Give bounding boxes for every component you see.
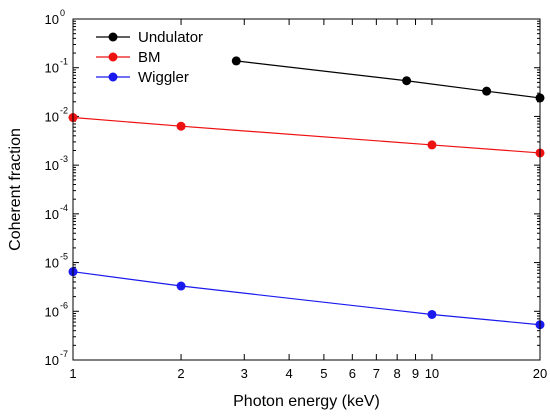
x-tick-label: 4 [285, 366, 292, 381]
y-tick-label: 10 0 [45, 8, 65, 27]
series-line [72, 271, 541, 326]
legend-item: BM [96, 49, 161, 66]
y-tick-label: 10 -1 [45, 57, 68, 76]
legend-marker [108, 52, 118, 62]
y-tick-label: 10 -4 [45, 203, 68, 222]
y-tick-label: 10 -2 [45, 105, 68, 124]
y-tick-label-base: 10 [45, 158, 59, 173]
y-tick-label: 10 -7 [45, 349, 68, 368]
y-tick-label-base: 10 [45, 353, 59, 368]
x-tick-label: 2 [177, 366, 184, 381]
y-tick-label-base: 10 [45, 304, 59, 319]
data-point [176, 281, 186, 291]
y-tick-label-exponent: -3 [60, 154, 68, 164]
legend-label: BM [138, 49, 161, 66]
legend-marker [108, 72, 118, 82]
plot-frame [72, 18, 541, 361]
y-tick-label-exponent: -5 [60, 252, 68, 262]
legend-label: Undulator [138, 29, 203, 46]
y-tick-label: 10 -6 [45, 300, 68, 319]
x-tick-label: 9 [412, 366, 419, 381]
y-tick-label-exponent: -4 [60, 203, 68, 213]
x-tick-label: 6 [349, 366, 356, 381]
series-undulator [231, 56, 545, 103]
y-axis-title: Coherent fraction [7, 128, 24, 251]
y-tick-label-base: 10 [45, 207, 59, 222]
y-tick-label: 10 -3 [45, 154, 68, 173]
y-tick-label-base: 10 [45, 61, 59, 76]
x-tick-label: 7 [373, 366, 380, 381]
y-tick-label-exponent: -7 [60, 349, 68, 359]
legend-marker [108, 32, 118, 42]
series-line [236, 60, 541, 99]
data-point [427, 309, 437, 319]
x-tick-label: 20 [533, 366, 547, 381]
data-point [231, 56, 241, 66]
x-tick-label: 3 [241, 366, 248, 381]
x-tick-label: 1 [69, 366, 76, 381]
series-wiggler [68, 267, 545, 330]
y-tick-label-exponent: -2 [60, 105, 68, 115]
y-tick-label-base: 10 [45, 109, 59, 124]
y-tick-label-base: 10 [45, 12, 59, 27]
legend-label: Wiggler [138, 69, 189, 86]
y-tick-label-exponent: -6 [60, 300, 68, 310]
y-tick-label-exponent: 0 [60, 8, 65, 18]
x-tick-label: 8 [394, 366, 401, 381]
y-tick-label-exponent: -1 [60, 57, 68, 67]
legend-item: Undulator [96, 29, 203, 46]
x-tick-label: 10 [425, 366, 439, 381]
y-tick-label: 10 -5 [45, 252, 68, 271]
legend-item: Wiggler [96, 69, 189, 86]
x-tick-label: 5 [320, 366, 327, 381]
data-point [176, 121, 186, 131]
data-point [427, 140, 437, 150]
series-bm [68, 113, 545, 158]
data-point [482, 86, 492, 96]
data-series [68, 56, 545, 330]
legend: Undulator BM Wiggler [96, 29, 203, 86]
data-point [402, 76, 412, 86]
x-axis-title: Photon energy (keV) [233, 393, 380, 410]
series-line [72, 116, 541, 154]
y-tick-label-base: 10 [45, 256, 59, 271]
